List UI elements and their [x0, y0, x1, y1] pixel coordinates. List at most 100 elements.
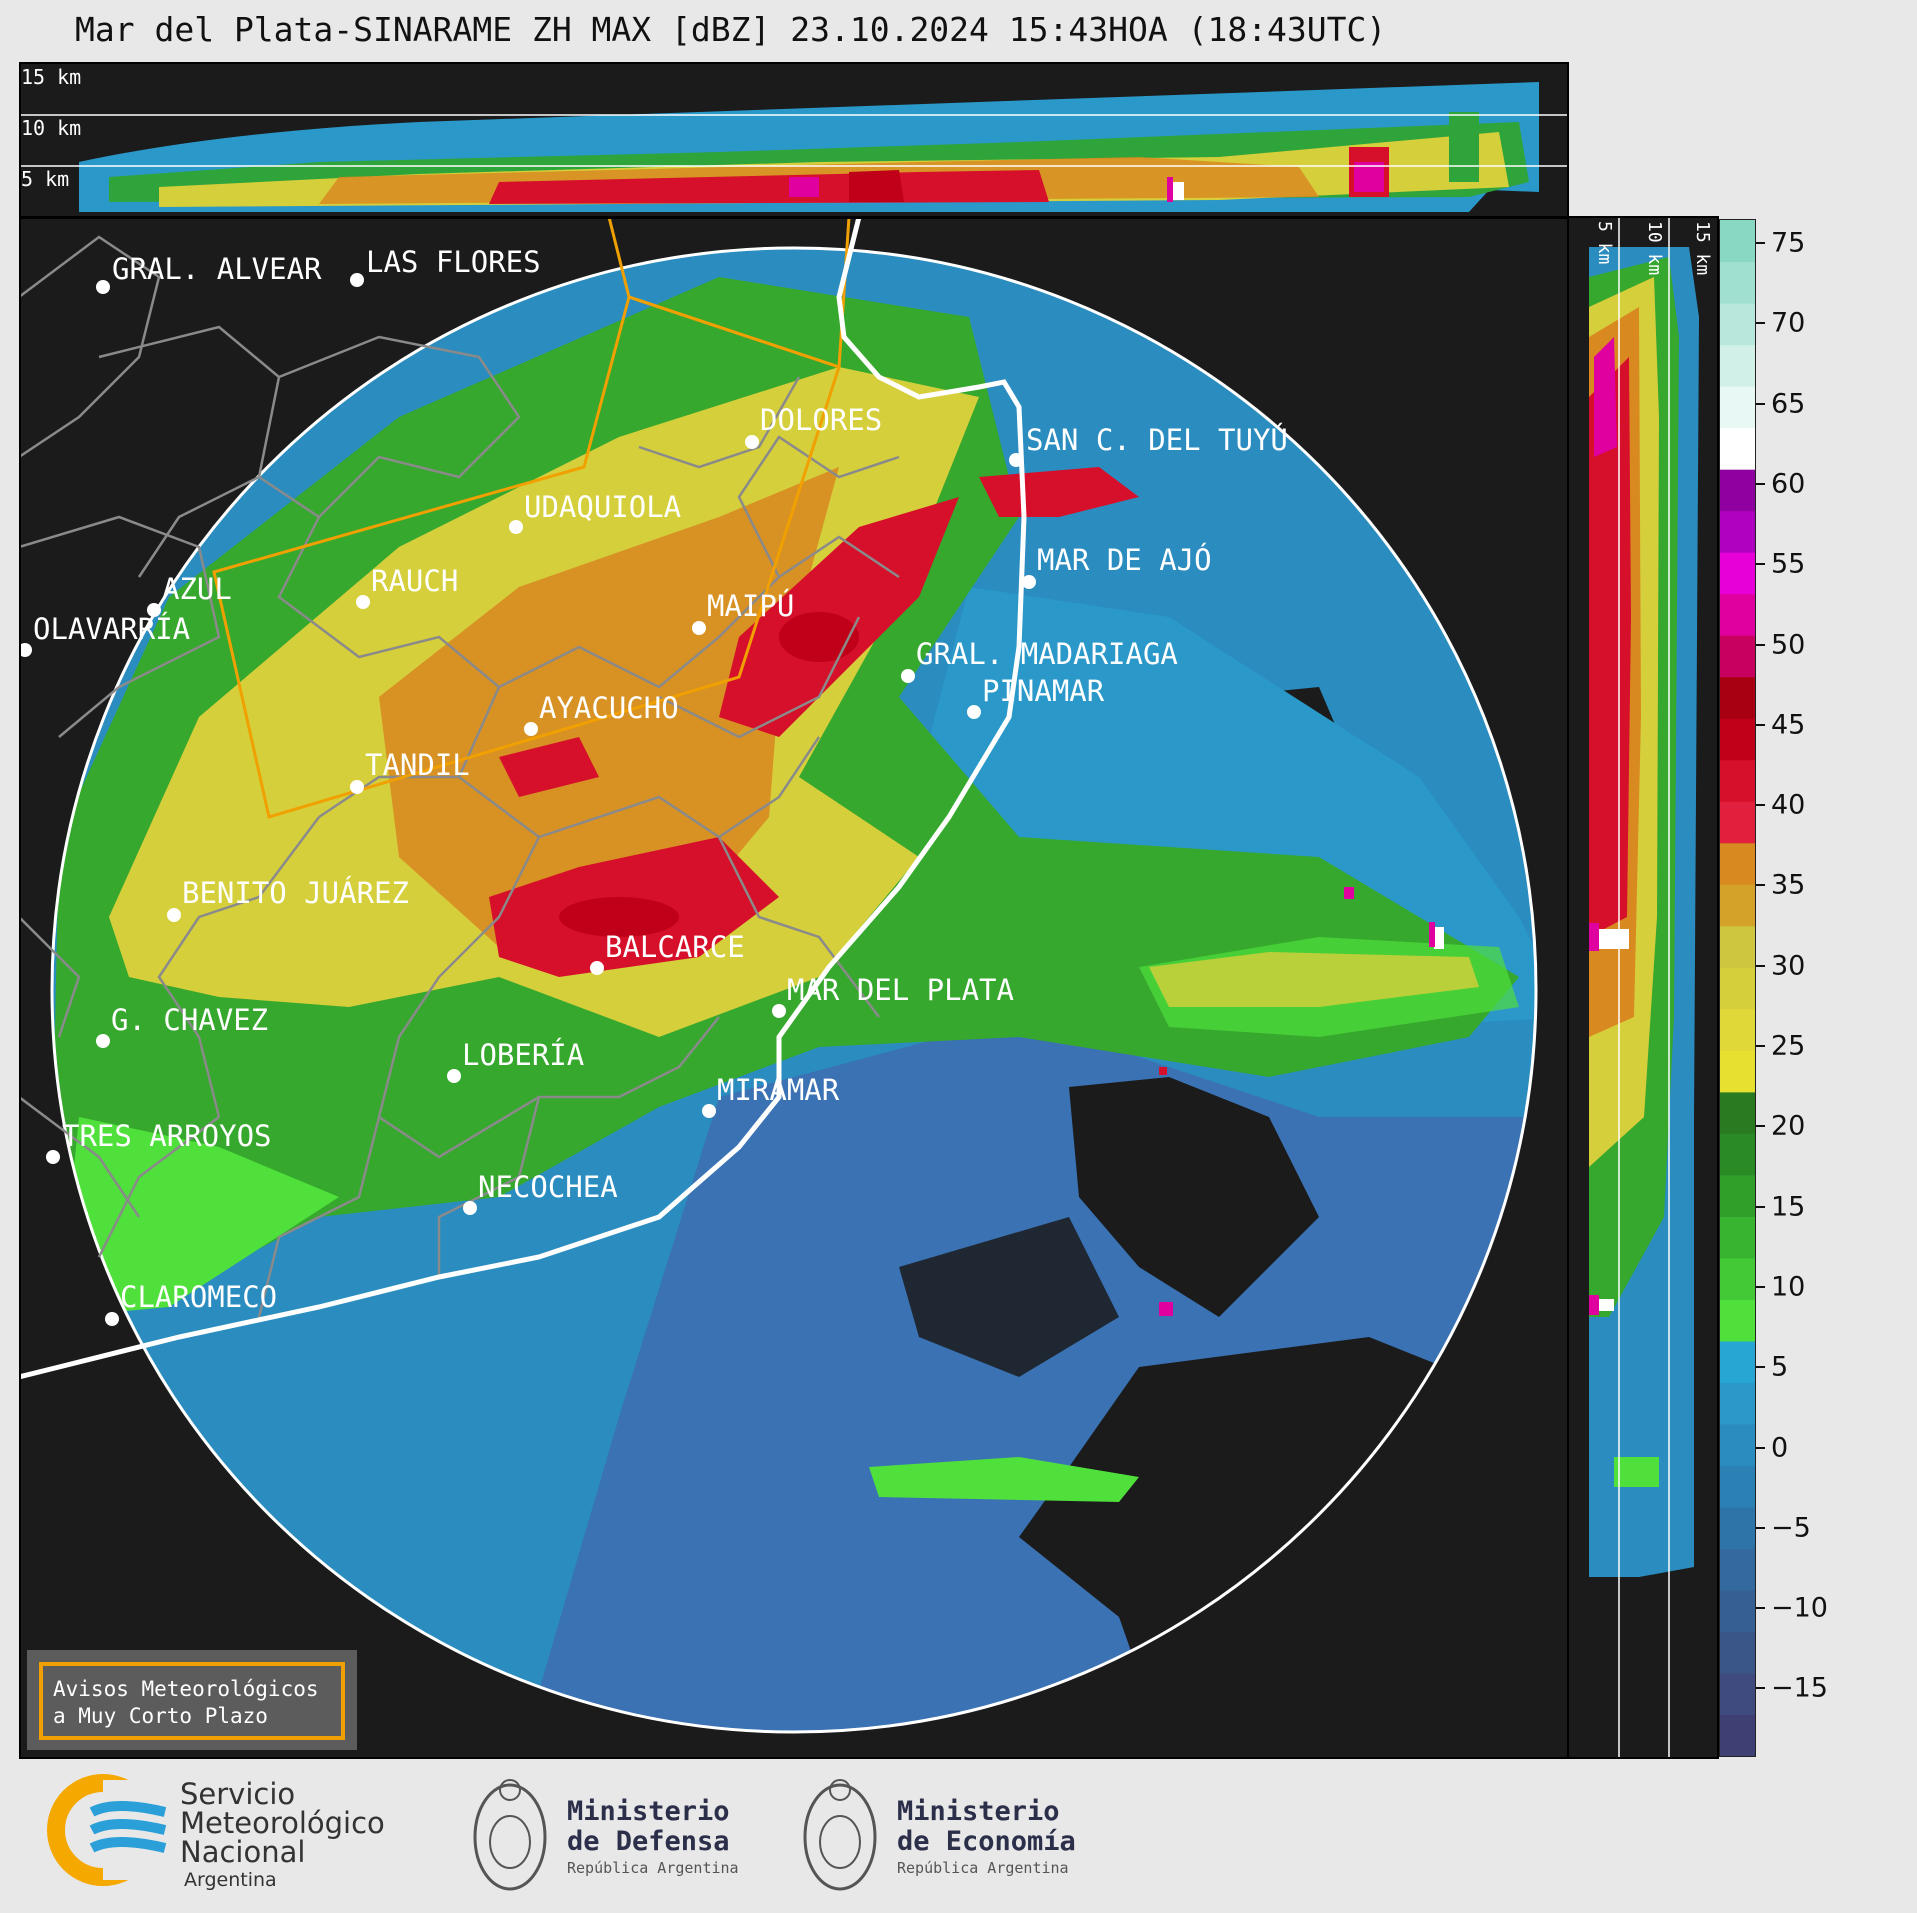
colorbar-tick-label: 55: [1771, 548, 1806, 580]
city-label-dolores: DOLORES: [760, 403, 882, 437]
colorbar-swatch: [1720, 925, 1755, 968]
colorbar-swatch: [1720, 1257, 1755, 1300]
city-dot-claromeco: [105, 1312, 119, 1326]
city-dot-tandil: [350, 780, 364, 794]
city-label-pinamar: PINAMAR: [982, 674, 1105, 708]
colorbar-swatch: [1720, 220, 1755, 263]
colorbar-swatch: [1720, 427, 1755, 470]
colorbar-tick-label: 0: [1771, 1432, 1789, 1463]
city-label-g-chavez: G. CHAVEZ: [111, 1003, 268, 1037]
colorbar-swatch: [1720, 842, 1755, 885]
chart-title: Mar del Plata-SINARAME ZH MAX [dBZ] 23.1…: [75, 10, 1387, 49]
colorbar-tick-label: −10: [1771, 1592, 1828, 1624]
side-profile-svg: 5 km 10 km 15 km: [1589, 217, 1713, 1759]
colorbar-tick-mark: [1756, 884, 1765, 887]
colorbar-swatch: [1720, 1216, 1755, 1259]
colorbar-tick-label: 65: [1771, 388, 1806, 420]
city-dot-rauch: [356, 595, 370, 609]
city-label-udaquiola: UDAQUIOLA: [524, 490, 681, 524]
colorbar-swatch: [1720, 303, 1755, 346]
colorbar-tick-label: 15: [1771, 1191, 1806, 1223]
city-dot-dolores: [745, 435, 759, 449]
colorbar-tick-label: 35: [1771, 869, 1806, 901]
city-label-azul: AZUL: [162, 572, 232, 606]
warning-box-line2: a Muy Corto Plazo: [53, 1704, 268, 1728]
city-label-loberia: LOBERÍA: [462, 1038, 584, 1072]
colorbar-tick-mark: [1756, 1366, 1765, 1369]
colorbar-tick-mark: [1756, 1125, 1765, 1128]
warning-info-box: Avisos Meteorológicos a Muy Corto Plazo: [27, 1650, 357, 1750]
top-profile-svg: 15 km 10 km 5 km: [19, 65, 1569, 212]
colorbar-gradient: [1720, 220, 1755, 1757]
smn-line4: Argentina: [184, 1869, 277, 1891]
colorbar-tick-label: 50: [1771, 629, 1806, 660]
colorbar-tick-mark: [1756, 1607, 1765, 1610]
colorbar-tick-mark: [1756, 1285, 1765, 1288]
city-dot-udaquiola: [509, 520, 523, 534]
side-height-label-5km: 5 km: [1594, 221, 1615, 264]
colorbar-swatch: [1720, 386, 1755, 429]
city-label-olavarria: OLAVARRÍA: [33, 612, 190, 646]
colorbar-swatch: [1720, 1133, 1755, 1176]
colorbar-swatch: [1720, 261, 1755, 304]
height-label-5km: 5 km: [21, 167, 69, 191]
colorbar-swatch: [1720, 1589, 1755, 1633]
smn-line1: Servicio: [180, 1777, 295, 1811]
radar-map-svg: GRAL. ALVEAR LAS FLORES DOLORES SAN C. D…: [19, 217, 1538, 1750]
city-dot-gral-madariaga: [901, 669, 915, 683]
colorbar-tick-mark: [1756, 402, 1765, 405]
colorbar-swatch: [1720, 1672, 1755, 1716]
colorbar-swatch: [1720, 1506, 1755, 1550]
economia-line1: Ministerio: [897, 1796, 1060, 1827]
smn-line3: Nacional: [180, 1835, 305, 1869]
city-dot-tres-arroyos: [46, 1150, 60, 1164]
colorbar-tick-mark: [1756, 322, 1765, 325]
footer-logos: Servicio Meteorológico Nacional Argentin…: [0, 1762, 1917, 1909]
city-dot-balcarce: [590, 961, 604, 975]
colorbar-swatch: [1720, 635, 1755, 678]
colorbar-swatch: [1720, 469, 1755, 512]
side-height-label-10km: 10 km: [1644, 221, 1665, 275]
colorbar-tick-label: 20: [1771, 1110, 1806, 1142]
colorbar-tick-mark: [1756, 1205, 1765, 1208]
colorbar-swatch: [1720, 884, 1755, 927]
city-label-claromeco: CLAROMECO: [120, 1280, 277, 1314]
colorbar-swatch: [1720, 1714, 1755, 1757]
colorbar-swatch: [1720, 967, 1755, 1010]
defensa-line1: Ministerio: [567, 1796, 730, 1827]
city-label-necochea: NECOCHEA: [478, 1170, 618, 1204]
colorbar-swatch: [1720, 1465, 1755, 1508]
colorbar-tick-label: 40: [1771, 789, 1806, 821]
colorbar-tick-label: 75: [1771, 227, 1806, 259]
colorbar-tick-mark: [1756, 723, 1765, 726]
economia-logo: Ministerio de Economía República Argenti…: [803, 1779, 1076, 1891]
city-dot-mar-de-ajo: [1022, 575, 1036, 589]
height-label-15km: 15 km: [21, 65, 81, 89]
city-label-mar-del-plata: MAR DEL PLATA: [787, 973, 1014, 1007]
city-dot-loberia: [447, 1069, 461, 1083]
colorbar-tick-mark: [1756, 482, 1765, 485]
colorbar-swatch: [1720, 1631, 1755, 1674]
city-label-gral-alvear: GRAL. ALVEAR: [112, 252, 322, 286]
city-dot-maipu: [692, 621, 706, 635]
city-dot-g-chavez: [96, 1034, 110, 1048]
height-label-10km: 10 km: [21, 116, 81, 140]
city-dot-ayacucho: [524, 722, 538, 736]
colorbar-swatch: [1720, 1050, 1755, 1093]
city-label-tres-arroyos: TRES ARROYOS: [62, 1119, 272, 1153]
economia-line2: de Economía: [897, 1826, 1076, 1857]
city-dot-mar-del-plata: [772, 1004, 786, 1018]
city-dot-las-flores: [350, 273, 364, 287]
colorbar-tick-mark: [1756, 1526, 1765, 1529]
colorbar-swatch: [1720, 1299, 1755, 1342]
city-label-benito-juarez: BENITO JUÁREZ: [182, 876, 409, 910]
colorbar-tick-mark: [1756, 804, 1765, 807]
defensa-line3: República Argentina: [567, 1859, 739, 1877]
colorbar-swatch: [1720, 676, 1755, 719]
city-label-balcarce: BALCARCE: [605, 930, 745, 964]
smn-line2: Meteorológico: [180, 1806, 385, 1840]
colorbar-tick-mark: [1756, 1045, 1765, 1047]
colorbar-tick-label: −15: [1771, 1672, 1828, 1704]
colorbar-swatch: [1720, 1008, 1755, 1051]
side-height-profile-panel: 5 km 10 km 15 km: [1569, 217, 1719, 1759]
